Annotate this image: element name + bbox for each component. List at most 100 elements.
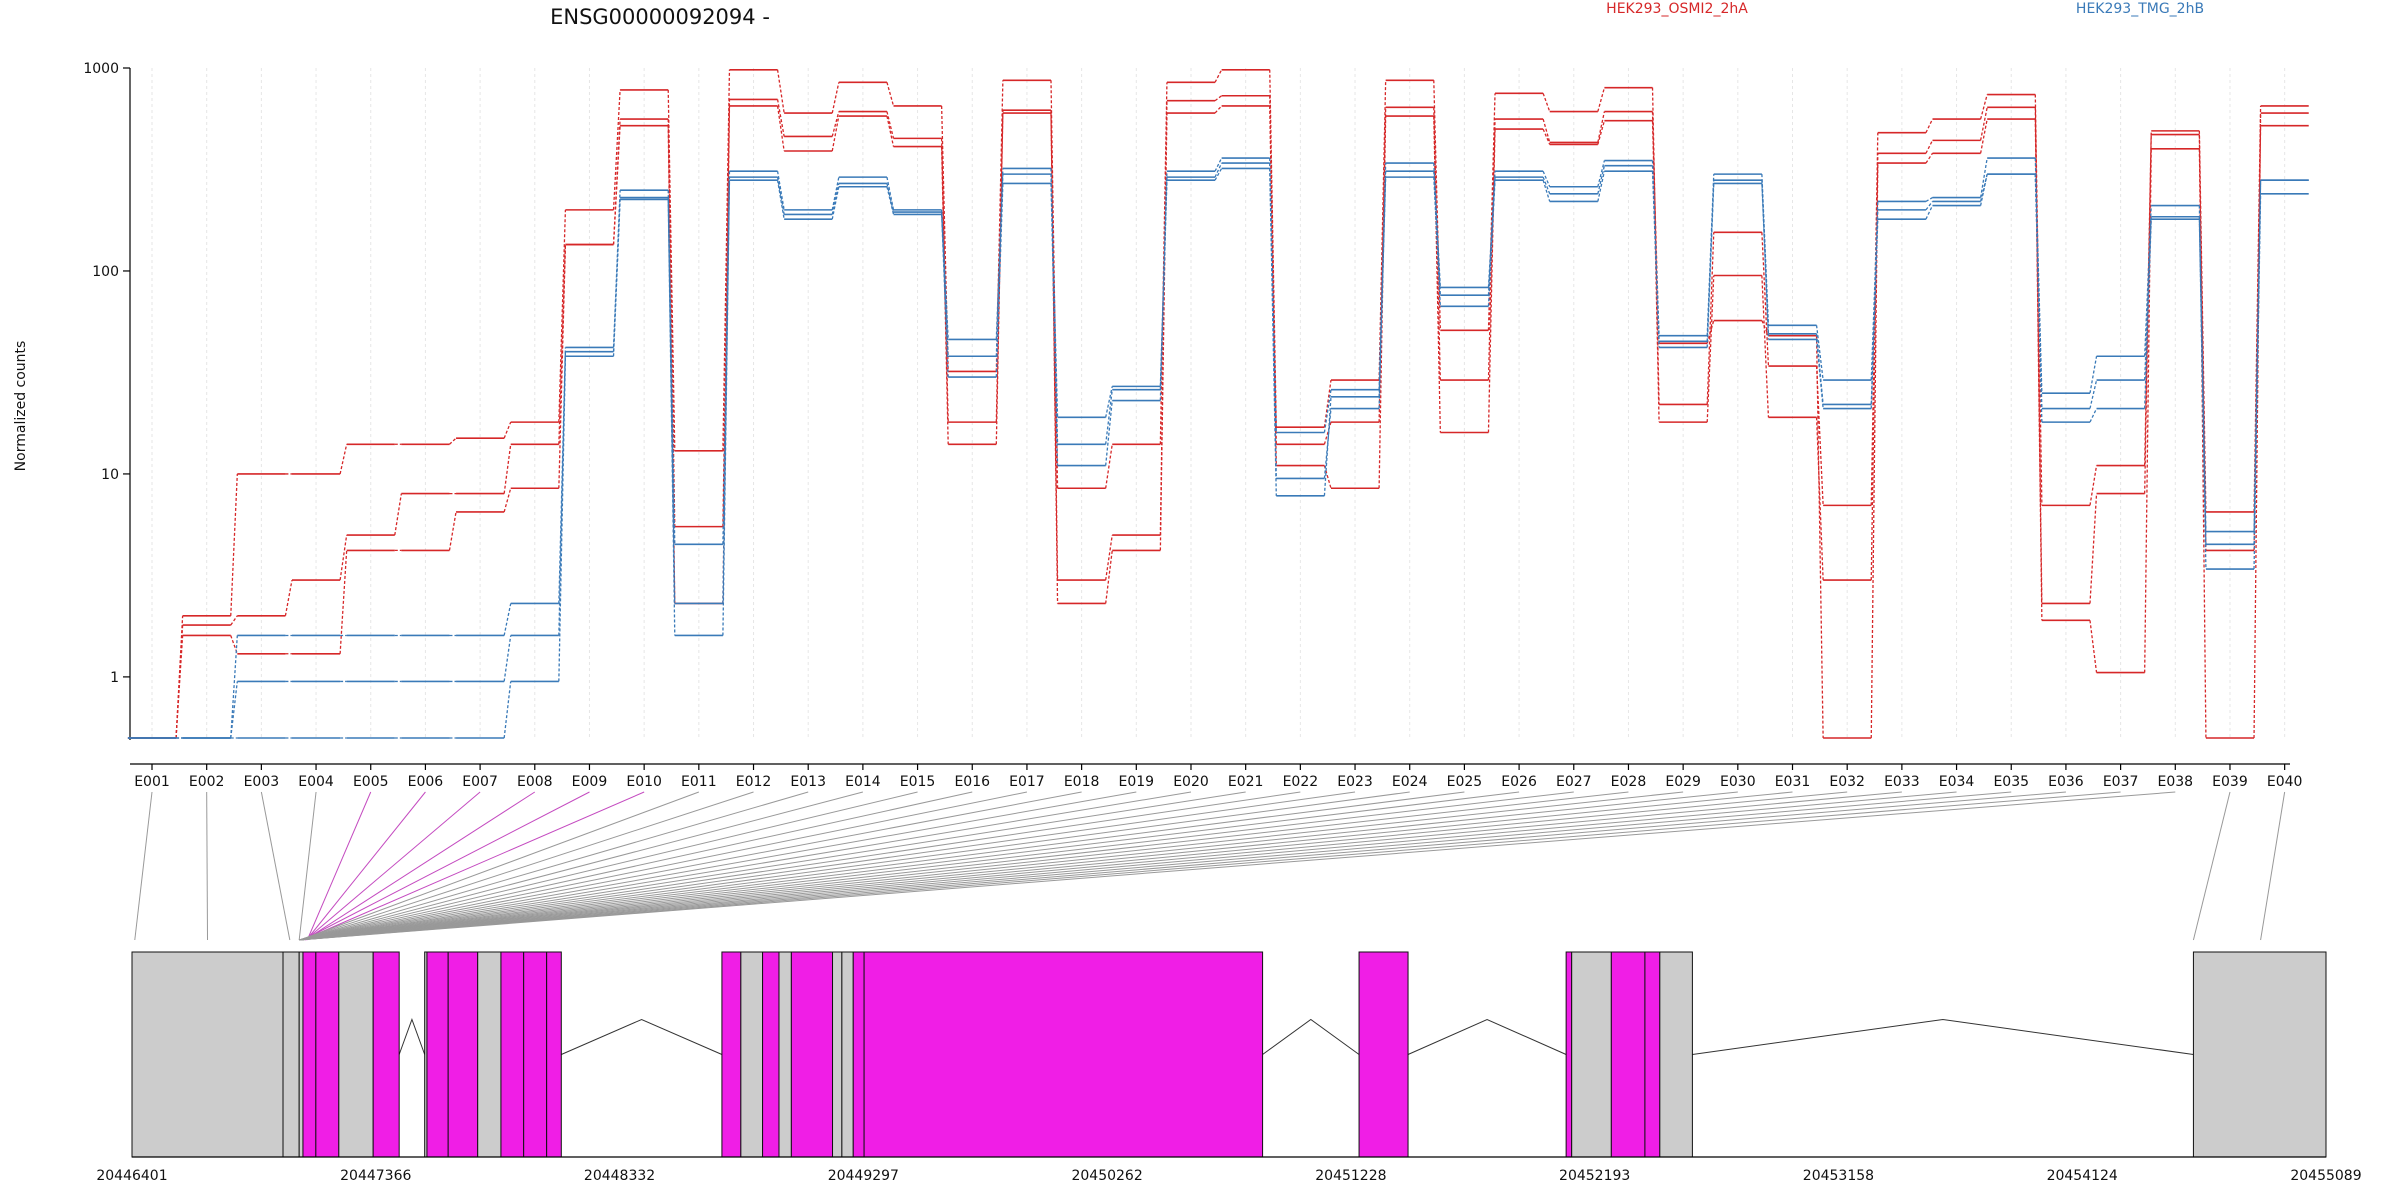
x-tick-label: E028	[1611, 774, 1647, 790]
exon-highlighted	[523, 951, 548, 1158]
transition-segment	[1706, 183, 1715, 348]
transition-segment	[776, 177, 785, 215]
exon	[282, 951, 300, 1158]
x-tick-label: E017	[1009, 774, 1045, 790]
series-line	[127, 105, 2309, 739]
exon-highlighted	[315, 951, 340, 1158]
exon-connector	[299, 791, 1684, 941]
exon-connector	[302, 791, 645, 941]
exon-highlighted	[863, 951, 1264, 1158]
transition-segment	[1597, 111, 1606, 143]
x-tick-label: E005	[353, 774, 389, 790]
exon-connector	[299, 791, 973, 941]
transition-segment	[558, 347, 567, 604]
x-tick-label: E035	[1993, 774, 2029, 790]
x-tick-label: E015	[900, 774, 936, 790]
x-tick-label: E012	[736, 774, 772, 790]
x-tick-label: E014	[845, 774, 881, 790]
transition-segment	[1269, 168, 1277, 496]
genome-coordinate-label: 20449297	[828, 1168, 899, 1184]
transition-segment	[1487, 93, 1496, 331]
x-tick-label: E040	[2267, 774, 2303, 790]
series-line	[127, 157, 2309, 739]
exon-connectors	[134, 791, 2286, 941]
transition-segment	[776, 180, 785, 220]
exon-connector	[299, 791, 1356, 941]
transition-segment	[1815, 366, 1824, 506]
exon-connector	[299, 791, 1246, 941]
transition-segment	[1979, 118, 1988, 154]
chart-title: ENSG00000092094 -	[550, 5, 770, 29]
transition-segment	[1542, 128, 1551, 145]
exon-connector	[134, 791, 153, 941]
transition-segment	[1979, 157, 1988, 198]
exon-highlighted	[790, 951, 834, 1158]
x-tick-label: E002	[189, 774, 225, 790]
transition-segment	[284, 579, 293, 616]
exon-connector	[299, 791, 2012, 941]
exon-connector	[302, 791, 590, 941]
x-tick-label: E039	[2212, 774, 2248, 790]
exon-highlighted	[546, 951, 562, 1158]
transition-segment	[503, 681, 512, 739]
transition-segment	[776, 171, 785, 210]
transition-segment	[1815, 335, 1824, 739]
y-axis-label: Normalized counts	[13, 341, 29, 472]
y-tick-label: 100	[92, 264, 119, 280]
transition-segment	[1323, 465, 1332, 489]
exon-connector	[2192, 791, 2231, 941]
exon-connector	[299, 791, 1301, 941]
transition-segment	[2089, 356, 2098, 394]
transition-segment	[2089, 408, 2098, 423]
exon-connector	[299, 791, 1793, 941]
exon	[841, 951, 854, 1158]
x-tick-label: E013	[790, 774, 826, 790]
series-line	[127, 162, 2309, 739]
x-tick-label: E007	[462, 774, 498, 790]
transition-segment	[1870, 219, 1879, 409]
transition-segment	[230, 681, 238, 739]
transition-segment	[448, 511, 457, 551]
exon-highlighted	[1358, 951, 1409, 1158]
transition-segment	[831, 183, 840, 215]
exon-highlighted	[500, 951, 525, 1158]
transition-segment	[1651, 87, 1660, 405]
transition-segment	[1050, 110, 1059, 581]
exon-connector	[260, 791, 291, 941]
transition-segment	[1542, 118, 1551, 143]
gene-model	[131, 951, 2327, 1158]
transition-segment	[394, 493, 402, 536]
transition-segment	[230, 635, 238, 739]
transition-segment	[667, 199, 676, 636]
exon-highlighted	[852, 951, 865, 1158]
transition-segment	[558, 209, 567, 423]
exon-highlighted	[426, 951, 449, 1158]
transition-segment	[1597, 87, 1606, 112]
exon-connector	[2260, 791, 2286, 941]
genome-coordinate-label: 20451228	[1315, 1168, 1386, 1184]
x-axis: E001 E002 E003 E004 E005 E006 E007 E008 E009 E010…	[130, 763, 2303, 790]
transition-segment	[1651, 171, 1660, 348]
exon-connector	[299, 791, 1738, 941]
transition-segment	[1706, 320, 1715, 344]
y-tick-label: 1000	[83, 61, 119, 77]
x-tick-label: E025	[1447, 774, 1483, 790]
exon-connector	[299, 791, 1902, 941]
x-tick-label: E004	[298, 774, 334, 790]
x-tick-label: E023	[1337, 774, 1373, 790]
x-tick-label: E029	[1665, 774, 1701, 790]
transition-segment	[1323, 389, 1332, 433]
transition-segment	[1706, 275, 1715, 423]
x-tick-label: E026	[1501, 774, 1537, 790]
exon-connector	[299, 791, 1082, 941]
transition-segment	[1542, 176, 1551, 195]
transition-segment	[230, 615, 238, 626]
exon-connector	[299, 791, 1410, 941]
exon-highlighted	[1565, 951, 1573, 1158]
transition-segment	[1323, 379, 1332, 428]
series-lines	[127, 68, 2309, 739]
x-tick-label: E032	[1829, 774, 1865, 790]
genome-coordinate-label: 20448332	[584, 1168, 655, 1184]
x-tick-label: E018	[1064, 774, 1100, 790]
series-line	[127, 167, 2309, 739]
